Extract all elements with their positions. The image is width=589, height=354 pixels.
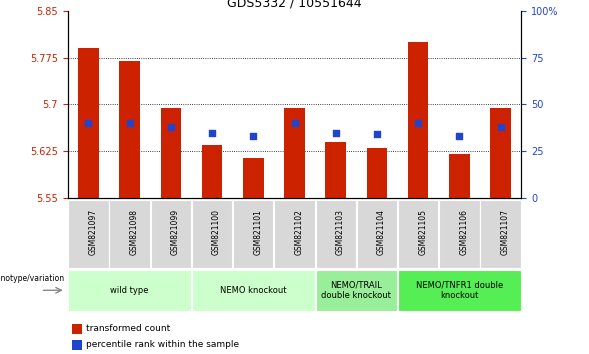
Text: percentile rank within the sample: percentile rank within the sample (86, 340, 239, 349)
Text: GSM821105: GSM821105 (418, 209, 427, 255)
Bar (119, 61, 140, 198)
FancyBboxPatch shape (439, 200, 479, 268)
Text: NEMO/TNFR1 double
knockout: NEMO/TNFR1 double knockout (416, 281, 503, 300)
Title: GDS5332 / 10551644: GDS5332 / 10551644 (227, 0, 362, 10)
Text: GSM821103: GSM821103 (336, 209, 345, 255)
Point (249, 133, 258, 139)
Bar (201, 145, 223, 198)
Text: NEMO/TRAIL
double knockout: NEMO/TRAIL double knockout (322, 281, 391, 300)
Bar (243, 158, 263, 198)
Bar (449, 154, 469, 198)
FancyBboxPatch shape (192, 200, 232, 268)
Text: NEMO knockout: NEMO knockout (220, 286, 286, 295)
FancyBboxPatch shape (110, 200, 150, 268)
Text: GSM821099: GSM821099 (171, 209, 180, 255)
FancyBboxPatch shape (68, 200, 108, 268)
Bar (366, 148, 387, 198)
Text: GSM821107: GSM821107 (501, 209, 509, 255)
Text: GSM821104: GSM821104 (377, 209, 386, 255)
FancyBboxPatch shape (398, 270, 521, 311)
Point (331, 130, 340, 135)
Bar (160, 108, 181, 198)
Bar (72, 340, 82, 350)
Text: GSM821102: GSM821102 (294, 209, 303, 255)
Text: GSM821101: GSM821101 (253, 209, 262, 255)
Point (125, 120, 134, 126)
Bar (284, 108, 305, 198)
FancyBboxPatch shape (481, 200, 521, 268)
Bar (408, 42, 428, 198)
Text: GSM821097: GSM821097 (88, 209, 97, 255)
Point (455, 133, 464, 139)
FancyBboxPatch shape (192, 270, 315, 311)
Bar (72, 324, 82, 334)
FancyBboxPatch shape (316, 270, 397, 311)
FancyBboxPatch shape (233, 200, 273, 268)
Point (166, 124, 176, 130)
FancyBboxPatch shape (151, 200, 191, 268)
Bar (490, 108, 511, 198)
Text: GSM821100: GSM821100 (212, 209, 221, 255)
Point (84, 120, 93, 126)
Text: genotype/variation: genotype/variation (0, 274, 65, 283)
FancyBboxPatch shape (274, 200, 315, 268)
Point (290, 120, 299, 126)
Point (413, 120, 423, 126)
Text: GSM821106: GSM821106 (459, 209, 468, 255)
FancyBboxPatch shape (68, 270, 191, 311)
FancyBboxPatch shape (357, 200, 397, 268)
Text: transformed count: transformed count (86, 324, 170, 333)
Point (496, 124, 505, 130)
Point (207, 130, 217, 135)
FancyBboxPatch shape (398, 200, 438, 268)
FancyBboxPatch shape (316, 200, 356, 268)
Point (372, 132, 382, 137)
Bar (325, 142, 346, 198)
Bar (78, 48, 98, 198)
Text: GSM821098: GSM821098 (130, 209, 138, 255)
Text: wild type: wild type (110, 286, 149, 295)
